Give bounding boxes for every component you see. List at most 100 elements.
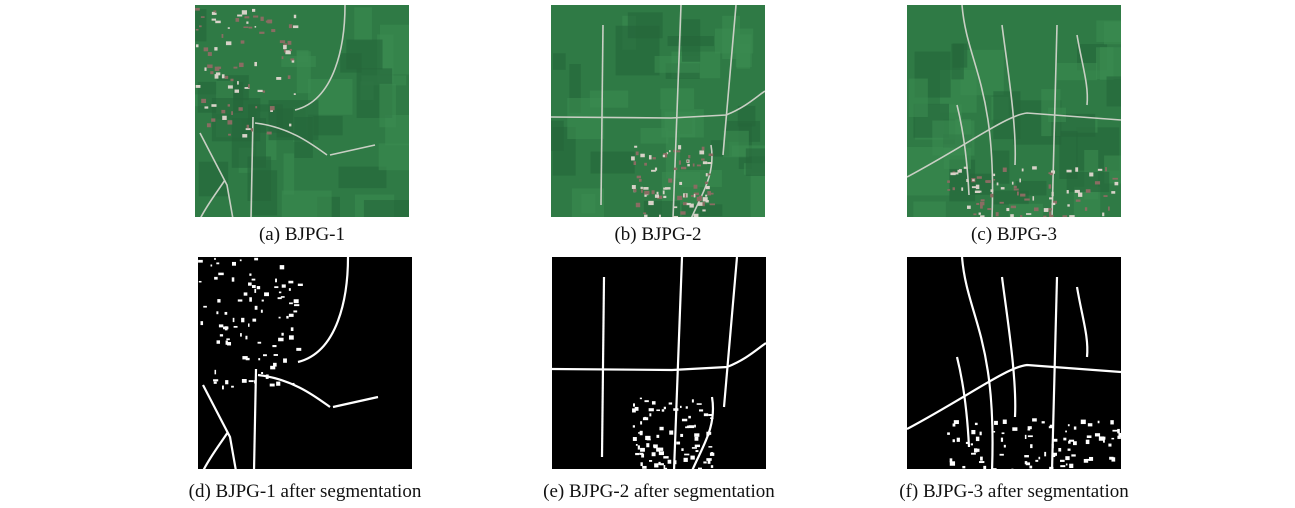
- building: [1020, 215, 1022, 217]
- field: [297, 51, 311, 93]
- building: [261, 372, 263, 374]
- building: [1000, 202, 1004, 204]
- building: [1019, 179, 1021, 183]
- field: [951, 44, 963, 80]
- building: [1028, 435, 1033, 437]
- building: [662, 409, 664, 411]
- building: [195, 8, 200, 11]
- building: [244, 16, 249, 18]
- building: [663, 456, 668, 458]
- building: [230, 79, 233, 81]
- building: [656, 409, 660, 411]
- building: [640, 462, 642, 466]
- building: [703, 202, 705, 206]
- building: [267, 132, 272, 135]
- building: [254, 380, 256, 383]
- building: [668, 460, 672, 464]
- building: [632, 185, 636, 189]
- building: [687, 203, 691, 205]
- building: [1022, 168, 1024, 171]
- building: [993, 468, 997, 469]
- building: [288, 75, 291, 79]
- building: [1108, 207, 1110, 211]
- building: [1068, 449, 1071, 451]
- building: [681, 448, 683, 451]
- building: [680, 406, 682, 408]
- building: [274, 286, 278, 288]
- building: [249, 380, 254, 382]
- building: [1066, 170, 1071, 173]
- building: [690, 456, 694, 460]
- field: [379, 84, 396, 128]
- building: [709, 193, 714, 195]
- building: [649, 413, 651, 416]
- building: [242, 10, 247, 14]
- building: [199, 25, 202, 27]
- building: [699, 409, 703, 411]
- building: [222, 386, 224, 390]
- building: [247, 125, 249, 128]
- building: [698, 468, 702, 469]
- building: [252, 319, 256, 322]
- building: [278, 338, 283, 342]
- building: [218, 273, 223, 276]
- building: [201, 99, 206, 103]
- building: [1069, 464, 1073, 468]
- segmentation-image: [552, 257, 766, 469]
- building: [294, 299, 299, 303]
- building: [259, 32, 264, 34]
- building: [674, 206, 677, 208]
- building: [676, 150, 680, 152]
- building: [245, 336, 247, 340]
- building: [709, 154, 714, 157]
- building: [231, 111, 233, 115]
- building: [213, 379, 218, 381]
- building: [1010, 214, 1014, 217]
- building: [663, 196, 666, 198]
- building: [254, 289, 256, 293]
- building: [638, 432, 640, 434]
- building: [699, 196, 702, 200]
- field: [682, 204, 723, 216]
- caption: (a) BJPG-1: [122, 224, 482, 246]
- building: [687, 164, 690, 167]
- building: [644, 400, 648, 402]
- building: [217, 299, 220, 302]
- building: [1043, 216, 1046, 217]
- building: [664, 407, 666, 409]
- building: [636, 444, 638, 446]
- building: [659, 451, 664, 455]
- field: [590, 91, 628, 108]
- building: [1117, 429, 1120, 433]
- building: [1067, 190, 1069, 194]
- building: [1098, 421, 1100, 424]
- building: [1075, 167, 1078, 171]
- building: [643, 187, 648, 190]
- segmentation-image: [198, 257, 412, 469]
- building: [644, 215, 647, 217]
- building: [278, 297, 282, 299]
- building: [679, 160, 681, 164]
- building: [640, 431, 643, 434]
- building: [1067, 204, 1069, 206]
- building: [953, 439, 955, 442]
- building: [293, 310, 297, 312]
- building: [996, 212, 999, 216]
- field: [1016, 181, 1047, 195]
- building: [1081, 420, 1086, 424]
- building: [633, 189, 636, 192]
- building: [702, 147, 705, 151]
- building: [644, 191, 649, 195]
- building: [993, 174, 995, 176]
- building: [1095, 181, 1100, 184]
- building: [228, 134, 231, 136]
- building: [236, 18, 240, 22]
- building: [711, 452, 714, 455]
- building: [631, 156, 635, 160]
- field: [628, 12, 663, 38]
- building: [1032, 418, 1037, 421]
- field: [1096, 20, 1121, 42]
- building: [1060, 465, 1065, 467]
- building: [1049, 426, 1053, 428]
- building: [954, 420, 959, 424]
